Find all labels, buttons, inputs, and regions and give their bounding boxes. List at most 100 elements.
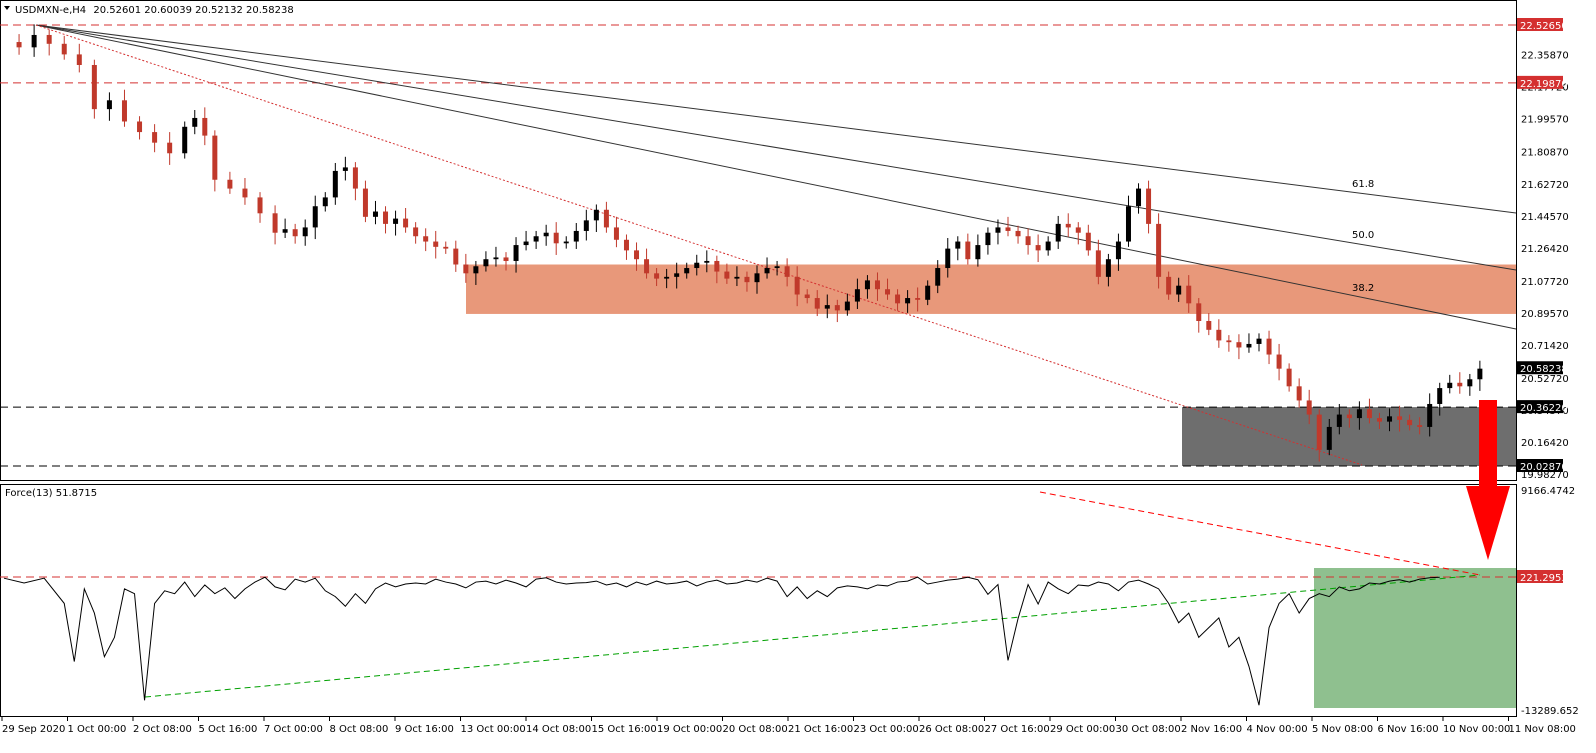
candle-body [664,276,670,279]
indicator-zone [1314,568,1516,708]
candle-body [1226,340,1232,343]
fib-label-618: 61.8 [1352,179,1374,190]
fib-500-line [35,24,1517,271]
candle-body [1336,414,1342,427]
label-support-bottom: 20.02870 [1520,462,1568,473]
candle-body [864,280,870,290]
chart-header: USDMXN-e,H4 20.52601 20.60039 20.52132 2… [15,5,294,16]
arrow-down-icon [1466,486,1510,560]
y-tick-label: 19.98270 [1521,470,1569,481]
candle-body [804,294,810,299]
x-tick-label: 20 Oct 08:00 [723,724,788,735]
y-tick-label: 20.89570 [1521,309,1569,320]
candle-body [754,273,760,283]
y-tick-label: 21.80870 [1521,148,1569,159]
x-tick-label: 26 Oct 08:00 [919,724,984,735]
candle-body [413,227,419,237]
candle-body [202,117,208,136]
candle-body [46,34,52,44]
candle-body [774,266,780,269]
candle-body [593,209,599,221]
candle-body [995,227,1001,233]
candle-body [905,298,911,304]
candle-body [257,197,263,214]
candle-body [61,43,67,55]
force-line [3,576,1440,706]
y-tick-label: 20.71420 [1521,341,1569,352]
candle-body [563,241,569,244]
candle-body [1346,414,1352,419]
candle-body [794,276,800,295]
label-top-resistance: 22.52650 [1520,21,1568,32]
candle-body [543,232,549,237]
candle-body [644,259,650,274]
x-tick-label: 5 Nov 08:00 [1312,724,1373,735]
x-tick-label: 13 Oct 00:00 [461,724,526,735]
candle-body [1366,409,1372,419]
candle-body [1276,354,1282,369]
candle-body [106,100,112,110]
candle-body [824,305,830,309]
x-tick-label: 23 Oct 00:00 [854,724,919,735]
candle-body [1467,379,1473,387]
candle-body [16,42,22,48]
force-green-trendline [144,574,1481,698]
candle-body [1407,419,1413,426]
candle-body [613,227,619,240]
candle-body [513,245,519,261]
indicator-panel [0,484,1517,717]
candle-body [403,218,409,228]
candle-body [483,259,489,267]
y-tick-label: 20.52720 [1521,374,1569,385]
candle-body [352,167,358,189]
candle-body [694,262,700,269]
candle-body [1397,416,1403,420]
price-panel [0,0,1517,481]
y-tick-label: 20.16420 [1521,438,1569,449]
candle-body [684,268,690,274]
candle-body [503,257,509,261]
candle-body [854,289,860,302]
candle-body [1025,236,1031,246]
label-support-top-bg [1517,400,1563,414]
resistance-zone [466,264,1516,314]
candle-body [1005,227,1011,231]
label-upper-resistance-bg [1517,75,1563,89]
candle-body [744,276,750,283]
candle-body [76,54,82,65]
x-tick-label: 2 Oct 08:00 [133,724,192,735]
candle-body [1045,241,1051,251]
force-level-label-bg [1517,570,1563,583]
candle-body [634,250,640,260]
candle-body [704,260,710,263]
candle-body [1306,400,1312,415]
candle-body [322,197,328,207]
x-tick-label: 7 Oct 00:00 [264,724,323,735]
candle-body [915,298,921,300]
red-trendline [35,24,1363,466]
x-tick-label: 15 Oct 16:00 [592,724,657,735]
fib-618-line [35,24,1517,214]
candle-body [1427,403,1433,427]
candle-body [1176,285,1182,295]
header-dropdown-icon[interactable] [4,6,10,10]
candle-body [1065,223,1071,228]
label-top-resistance-bg [1517,18,1563,31]
candle-body [312,206,318,228]
candle-body [152,132,158,143]
candle-body [533,236,539,242]
x-tick-label: 11 Nov 08:00 [1509,724,1576,735]
candle-body [1166,276,1172,295]
candle-body [654,273,660,279]
candle-body [553,232,559,244]
candle-body [227,179,233,189]
candle-body [784,266,790,277]
header-ohlc: 20.52601 20.60039 20.52132 20.58238 [93,5,293,16]
candle-body [282,229,288,233]
candle-body [242,188,248,198]
candle-body [362,188,368,217]
candle-body [1356,409,1362,419]
candle-body [1085,232,1091,251]
x-tick-label: 10 Nov 00:00 [1443,724,1510,735]
